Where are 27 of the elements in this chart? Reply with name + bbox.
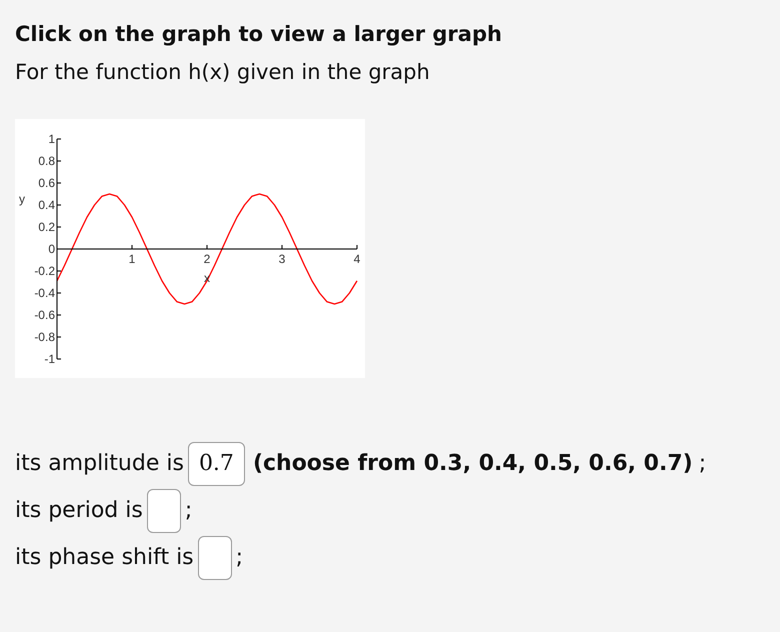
x-tick-label: 3 (278, 252, 286, 266)
text: (choose from 0.3, 0.4, 0.5, 0.6, 0.7) (252, 451, 693, 476)
chart-title: Click on the graph to view a larger graph (15, 22, 502, 46)
text: ; (236, 545, 244, 570)
y-tick-label: -0.8 (34, 330, 56, 344)
y-tick-label: 0.8 (38, 154, 56, 168)
text: its amplitude is (15, 451, 184, 476)
text: ; (184, 498, 192, 523)
y-tick-label: 0.2 (38, 220, 56, 234)
text-field: 0.7 (188, 442, 245, 486)
y-tick-label: 0 (48, 242, 56, 256)
y-tick-label: -0.2 (34, 264, 56, 278)
y-tick-label: -1 (44, 352, 56, 366)
y-axis-title: y (19, 192, 25, 206)
y-tick-label: -0.4 (34, 286, 56, 300)
text: its phase shift is (15, 545, 194, 570)
x-tick-label: 1 (128, 252, 136, 266)
y-tick-label: -0.6 (34, 308, 56, 322)
text: ; (698, 451, 706, 476)
text: its period is (15, 498, 143, 523)
x-tick-label: 4 (354, 252, 361, 266)
y-tick-label: 0.4 (38, 198, 56, 212)
x-tick-label: 2 (204, 252, 211, 266)
chart-subtitle: For the function h(x) given in the graph (15, 60, 430, 84)
y-tick-label: 1 (48, 132, 56, 146)
y-tick-label: 0.6 (38, 176, 56, 190)
line-series (56, 193, 358, 305)
